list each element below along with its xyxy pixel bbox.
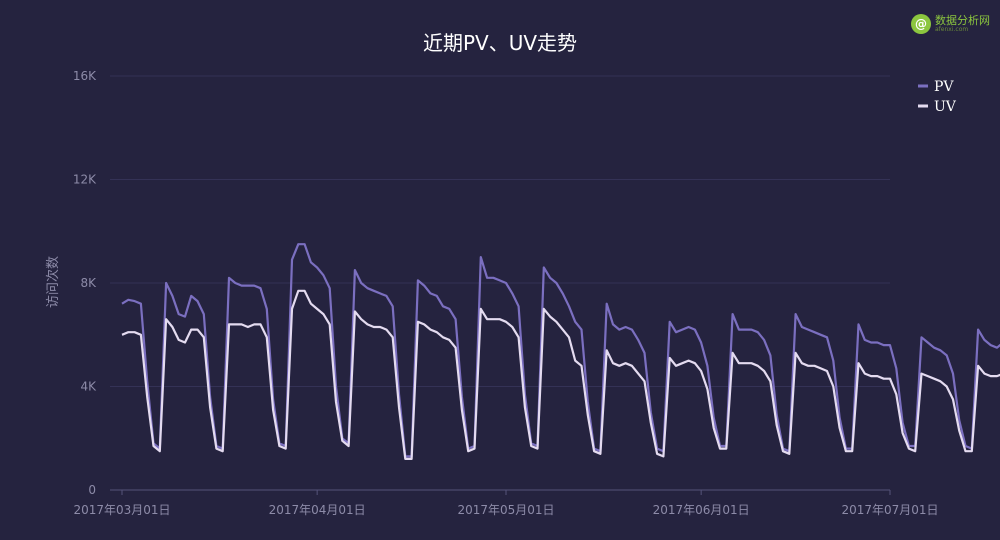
chart-title: 近期PV、UV走势 — [423, 31, 577, 55]
watermark-name: 数据分析网 — [935, 14, 990, 27]
legend[interactable]: PV UV — [918, 79, 957, 115]
legend-item-pv[interactable]: PV — [918, 79, 954, 95]
series-line-pv — [121, 243, 1000, 458]
x-tick-label: 2017年06月01日 — [653, 503, 750, 517]
gridlines — [110, 75, 890, 491]
watermark-logo-icon: @ — [911, 14, 931, 34]
y-axis-label: 访问次数 — [45, 256, 61, 308]
x-tick-label: 2017年04月01日 — [269, 503, 366, 517]
x-tick-label: 2017年03月01日 — [73, 503, 170, 517]
y-tick-label: 4K — [80, 380, 97, 394]
y-tick-label: 12K — [73, 173, 97, 187]
watermark-url: afenxi.com — [935, 26, 969, 33]
y-tick-label: 8K — [80, 276, 97, 290]
x-tick-label: 2017年07月01日 — [841, 503, 938, 517]
watermark: @ 数据分析网 afenxi.com — [911, 14, 990, 34]
y-ticks: 0 4K 8K 12K 16K — [73, 69, 97, 497]
series-line-uv — [121, 289, 1000, 460]
y-tick-label: 16K — [73, 69, 97, 83]
series-lines — [121, 243, 1000, 460]
y-tick-label: 0 — [88, 483, 96, 497]
legend-item-uv[interactable]: UV — [918, 99, 957, 115]
legend-label: PV — [934, 79, 954, 95]
x-ticks: 2017年03月01日 2017年04月01日 2017年05月01日 2017年06… — [73, 490, 939, 517]
x-tick-label: 2017年05月01日 — [457, 503, 554, 517]
legend-label: UV — [934, 99, 957, 115]
